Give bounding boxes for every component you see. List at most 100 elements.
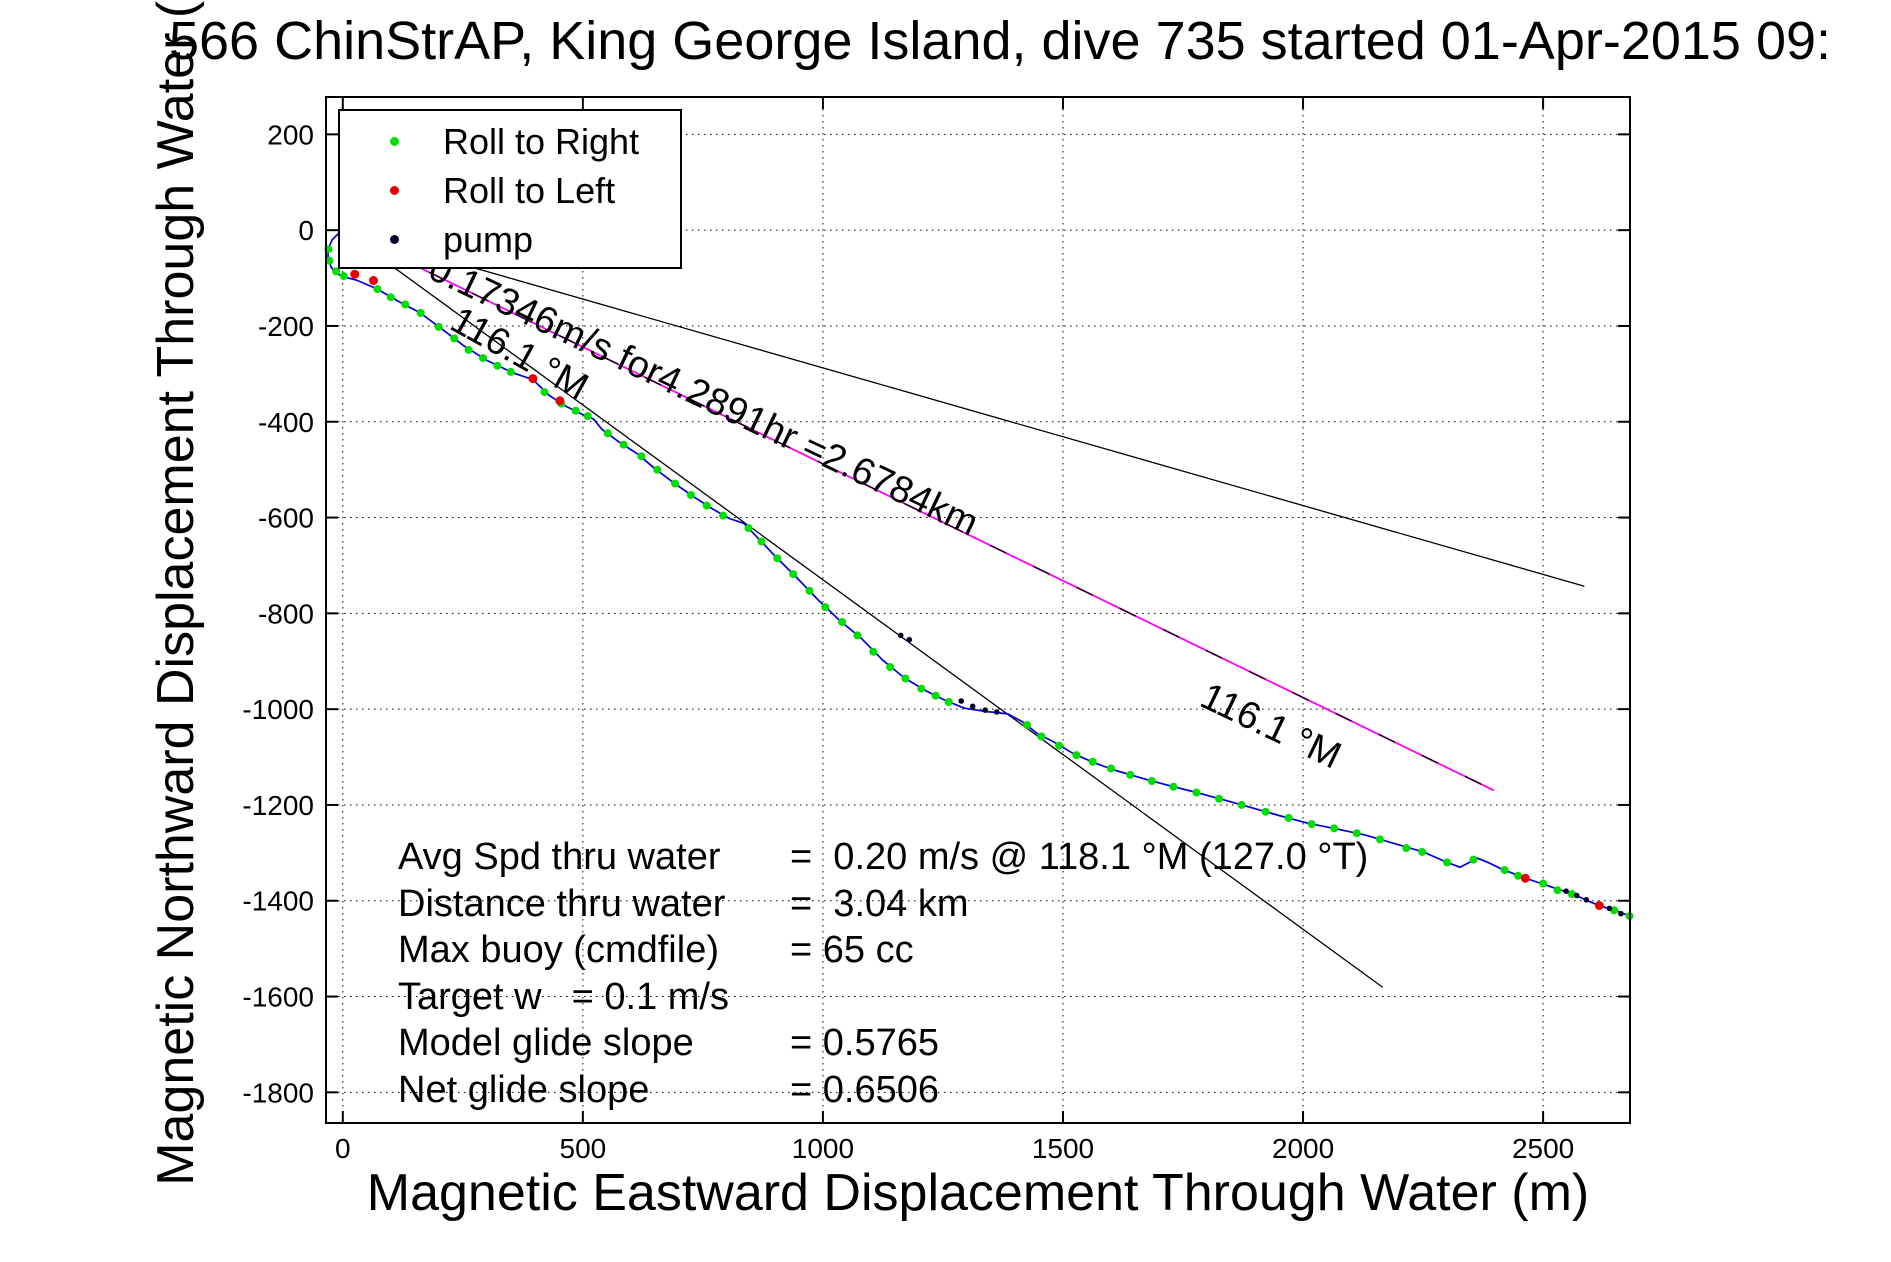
pump-marks-marker xyxy=(897,632,904,639)
roll-right-marks-marker xyxy=(332,267,341,276)
roll-right-marks-marker xyxy=(744,524,753,533)
legend-row: Roll to Right xyxy=(340,117,680,166)
roll-right-marks-marker xyxy=(838,618,847,626)
pump-marks-marker xyxy=(958,698,964,704)
stats-row: Max buoy (cmdfile) = 65 cc xyxy=(398,929,1368,976)
y-tick-label: -1200 xyxy=(242,790,314,821)
roll-right-marks-marker xyxy=(1192,788,1201,797)
pump-marks-marker xyxy=(1563,888,1569,894)
roll-right-marks-marker xyxy=(1469,855,1478,864)
roll-right-marks-marker xyxy=(901,674,910,683)
roll-right-marks-marker xyxy=(1088,757,1097,766)
roll-right-marks-marker xyxy=(1514,871,1523,880)
roll-right-marks-marker xyxy=(464,345,473,354)
roll-right-marks-marker xyxy=(917,684,926,693)
roll-right-marks-marker xyxy=(493,361,502,370)
avg-current-vector-dash-overlay xyxy=(342,229,1494,791)
roll-right-marks-marker xyxy=(944,698,953,706)
x-tick-label: 2000 xyxy=(1272,1133,1334,1164)
y-tick-label: -200 xyxy=(258,311,314,342)
x-tick-label: 1500 xyxy=(1032,1133,1094,1164)
pump-marks-marker xyxy=(969,703,976,710)
current-speed-annotation: 0.17346m/s for4.2891hr =2.6784km xyxy=(422,247,984,545)
stats-value: = 3.04 km xyxy=(790,882,969,925)
roll-right-marks-marker xyxy=(1375,835,1384,844)
y-tick-label: 200 xyxy=(267,119,314,150)
roll-right-marks-marker xyxy=(1023,721,1031,729)
roll-right-marks-marker xyxy=(869,647,878,656)
roll-right-marks-marker xyxy=(479,354,487,363)
roll-right-marks-marker xyxy=(805,586,814,595)
roll-right-marks-marker xyxy=(1055,741,1064,750)
stats-label: Net glide slope xyxy=(398,1068,650,1111)
roll-right-marks-marker xyxy=(702,501,711,510)
roll-right-marks-marker xyxy=(603,429,612,438)
roll-right-marks-marker xyxy=(583,412,592,420)
roll-right-marks-marker xyxy=(434,322,443,331)
roll-right-marks-marker xyxy=(719,511,728,520)
roll-right-marks-marker xyxy=(619,440,628,449)
roll-right-marks-marker xyxy=(1553,886,1562,895)
roll-right-marks-marker xyxy=(1402,844,1411,853)
axes-box xyxy=(325,96,1631,1124)
roll-right-marks-marker xyxy=(1418,847,1427,856)
heading-line-lower-line xyxy=(342,229,1383,988)
roll-right-marks-marker xyxy=(1307,820,1316,829)
bearing-annotation-2: 116.1 °M xyxy=(1194,675,1347,777)
roll-right-marks-marker xyxy=(886,663,895,671)
roll-right-marks-marker xyxy=(1169,782,1178,791)
stats-row: Model glide slope = 0.5765 xyxy=(398,1022,1368,1069)
stats-value: = 0.1 m/s xyxy=(571,975,729,1018)
stats-value: = 0.5765 xyxy=(790,1022,939,1064)
stats-row: Net glide slope = 0.6506 xyxy=(398,1069,1368,1116)
roll-right-marks-marker xyxy=(1352,829,1361,838)
legend: Roll to Right Roll to Left pump xyxy=(338,109,682,269)
y-tick-label: -1800 xyxy=(242,1077,314,1108)
roll-right-marks-marker xyxy=(1567,890,1576,898)
roll-right-marks-marker xyxy=(540,388,549,397)
roll-left-marks-marker xyxy=(369,276,378,285)
stats-value: = 65 cc xyxy=(790,929,914,971)
roll-right-marks-marker xyxy=(931,691,940,700)
stats-label: Target w xyxy=(398,975,542,1018)
roll-right-marks-marker xyxy=(1237,800,1246,809)
legend-row: pump xyxy=(340,215,680,264)
x-tick-label: 500 xyxy=(560,1133,607,1164)
roll-left-marks-marker xyxy=(555,396,565,406)
pump-marks-marker xyxy=(982,707,988,713)
y-tick-label: -1400 xyxy=(242,886,314,917)
stats-value: = 0.20 m/s @ 118.1 °M (127.0 °T) xyxy=(790,836,1369,878)
y-tick-label: -400 xyxy=(258,407,314,438)
roll-right-marks-marker xyxy=(1443,858,1452,867)
roll-right-marks-marker xyxy=(401,300,410,309)
roll-right-marks-marker xyxy=(653,465,662,474)
x-tick-label: 1000 xyxy=(792,1133,854,1164)
roll-right-marks-marker xyxy=(386,293,395,302)
legend-entry-label: pump xyxy=(443,218,534,260)
roll-right-marks-marker xyxy=(1215,794,1223,803)
roll-right-marks-marker xyxy=(450,334,459,343)
roll-right-marks-marker xyxy=(339,272,348,281)
roll-left-marks-marker xyxy=(350,269,360,279)
heading-line-upper-line xyxy=(342,229,1585,587)
roll-right-marks-marker xyxy=(1037,732,1046,741)
roll-left-marks-marker xyxy=(1520,873,1530,883)
pump-marks-marker xyxy=(1606,905,1613,912)
roll-right-marks-marker xyxy=(757,537,766,546)
roll-right-marks-marker xyxy=(1126,770,1135,779)
y-tick-label: -800 xyxy=(258,598,314,629)
y-tick-label: 0 xyxy=(298,215,314,246)
roll-right-marks-marker xyxy=(1147,777,1156,785)
pump-marks-marker xyxy=(993,709,1000,715)
legend-entry-label: Roll to Right xyxy=(443,120,640,162)
pump-marks-marker xyxy=(1618,910,1624,917)
stats-label: Avg Spd thru water xyxy=(398,836,721,878)
roll-right-marks-marker xyxy=(821,603,830,612)
x-axis-label: Magnetic Eastward Displacement Through W… xyxy=(366,1164,1590,1222)
stats-text-block: Avg Spd thru water = 0.20 m/s @ 118.1 °M … xyxy=(398,836,1368,1115)
stats-value: = 0.6506 xyxy=(790,1068,939,1111)
legend-marker-dot xyxy=(390,186,399,195)
roll-right-marks-marker xyxy=(1284,813,1293,822)
